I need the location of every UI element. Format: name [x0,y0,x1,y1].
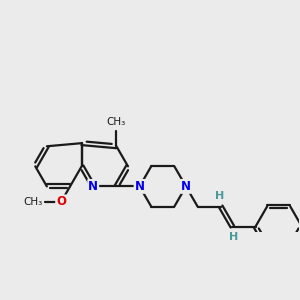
Text: CH₃: CH₃ [107,117,126,127]
Text: CH₃: CH₃ [23,197,42,207]
Text: N: N [88,180,98,193]
Text: H: H [214,191,224,201]
Text: N: N [181,180,191,193]
Text: N: N [135,180,145,193]
Text: O: O [56,195,66,208]
Text: H: H [229,232,239,242]
